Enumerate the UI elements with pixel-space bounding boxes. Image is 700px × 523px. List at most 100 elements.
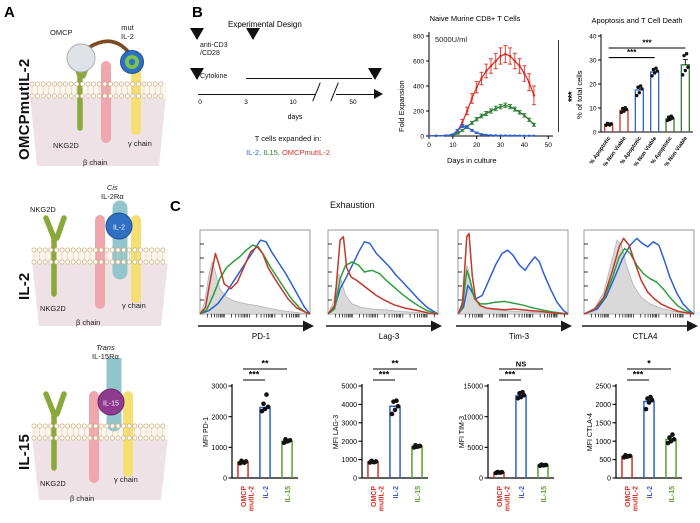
histogram-overlays	[198, 229, 698, 332]
histogram-CTLA4	[582, 229, 698, 332]
svg-text:800: 800	[413, 33, 424, 40]
hist-control	[199, 260, 311, 315]
svg-text:50: 50	[545, 142, 553, 149]
diagram-il15: IL-15 Trans IL-15Rα NKG2D β chain γ chain	[18, 343, 178, 508]
apoptosis-title: Apoptosis and T Cell Death	[591, 16, 683, 25]
bar-1	[619, 106, 629, 132]
timeline-tick-0: 0	[198, 99, 202, 106]
mfi-significance-1: **	[391, 359, 399, 369]
bar-5	[680, 52, 690, 132]
hist-label-tim3: Tim-3	[508, 332, 530, 341]
mfi-xcat-0: OMCP	[625, 486, 632, 507]
bar-0	[604, 121, 614, 132]
axis-break-1	[312, 82, 321, 102]
label-omcp: OMCP	[50, 28, 73, 37]
timeline-tick-50: 50	[349, 99, 357, 106]
mfi-chart-Lag-3: 0 1000 2000 3000 4000 5000 MFI LAG-3 OMCP mutIL-…	[333, 359, 428, 511]
axis-arrowhead	[303, 320, 314, 332]
legend-item-il2: IL-2,	[246, 148, 262, 157]
svg-text:2000: 2000	[341, 439, 357, 446]
legend-title: T cells expanded in:	[254, 134, 322, 143]
bar-3	[650, 66, 660, 132]
mfi-chart-CTLA4: 0 500 1000 1500 2000 2500 MFI CTLA-4 OMCP mutIL-…	[587, 359, 682, 511]
svg-text:20: 20	[473, 142, 481, 149]
mfi-bar-2	[411, 445, 423, 478]
svg-text:15000: 15000	[464, 384, 484, 391]
mfi-ylabel: MFI LAG-3	[333, 415, 340, 449]
fold-significance-bracket	[558, 40, 560, 132]
svg-text:0: 0	[420, 133, 424, 140]
svg-text:200: 200	[413, 108, 424, 115]
svg-text:2000: 2000	[211, 414, 227, 421]
label-nkg2d-top-a2: NKG2D	[30, 205, 56, 214]
mfi-xcat-2: IL-15	[669, 486, 676, 502]
histogram-Tim-3	[456, 229, 572, 332]
label-trans-il15ra: Trans IL-15Rα	[92, 343, 119, 361]
svg-text:5000: 5000	[467, 445, 483, 452]
label-beta-chain-a2: β chain	[76, 318, 101, 327]
svg-text:1000: 1000	[595, 439, 611, 446]
histogram-row: PD-1 Lag-3 Tim-3 CTLA4	[186, 222, 700, 352]
receptor-schematic-il15: IL-15	[31, 344, 168, 500]
svg-text:10000: 10000	[464, 414, 484, 421]
mfi-xcat-0: mutIL-2	[505, 486, 512, 511]
svg-text:20: 20	[589, 81, 597, 88]
svg-text:0: 0	[223, 476, 227, 483]
histogram-PD-1	[198, 229, 314, 332]
fold-expansion-title: Naive Murine CD8+ T Cells	[429, 14, 521, 23]
mfi-xcat-2: IL-15	[285, 486, 292, 502]
hist-control	[582, 239, 695, 315]
mfi-bar-1	[259, 406, 271, 478]
svg-text:IL-15: IL-15	[103, 401, 119, 408]
svg-text:600: 600	[413, 58, 424, 65]
timeline-tick-10: 10	[289, 99, 297, 106]
svg-text:4000: 4000	[341, 402, 357, 409]
mfi-xcat-0: mutIL-2	[249, 486, 256, 511]
chart-apoptosis: Apoptosis and T Cell Death % of total ce…	[575, 14, 700, 189]
mfi-chart-PD-1: 0 1000 2000 3000 MFI PD-1 OMCP mutIL-2 IL-2 IL-1…	[203, 359, 298, 511]
timeline-axis-label: days	[287, 114, 303, 121]
svg-text:40: 40	[521, 142, 529, 149]
receptor-schematic-il2: IL-2	[31, 200, 168, 326]
lipid-bilayer	[31, 247, 166, 265]
receptor-schematic-omcpmutil2	[29, 39, 166, 166]
mfi-xcat-2: IL-15	[541, 486, 548, 502]
svg-text:400: 400	[413, 83, 424, 90]
legend-item-il15: IL15,	[263, 148, 280, 157]
diagram-title-omcpmutil2: OMCPmutIL-2	[16, 58, 33, 160]
histogram-Lag-3	[326, 229, 442, 332]
svg-text:3000: 3000	[211, 384, 227, 391]
label-beta-chain-a1: β chain	[83, 158, 108, 167]
mfi-xcat-0: OMCP	[241, 486, 248, 507]
mfi-significance-1: *	[647, 359, 651, 369]
bar-2	[634, 84, 644, 132]
mfi-bar-1	[389, 405, 401, 478]
svg-text:10: 10	[589, 105, 597, 112]
mfi-bar-2	[281, 440, 293, 478]
mfi-xcat-0: mutIL-2	[633, 486, 640, 511]
axis-arrowhead	[431, 320, 442, 332]
label-beta-chain-a3: β chain	[70, 494, 95, 503]
significance-0: ***	[627, 48, 637, 57]
mfi-ylabel: MFI PD-1	[203, 417, 210, 447]
legend-items: IL-2, IL15, OMCPmutIL-2	[200, 148, 376, 157]
svg-text:500: 500	[599, 457, 611, 464]
legend-item-omcpmutil2: OMCPmutIL-2	[281, 148, 330, 157]
mfi-significance-1: **	[261, 359, 269, 369]
svg-text:3000: 3000	[341, 420, 357, 427]
panel-c-title: Exhaustion	[330, 200, 375, 210]
mfi-bar-1	[515, 395, 527, 478]
mfi-significance-0: ***	[633, 370, 644, 380]
svg-text:1500: 1500	[595, 420, 611, 427]
svg-text:1000: 1000	[211, 445, 227, 452]
svg-text:0: 0	[427, 142, 431, 149]
svg-text:40: 40	[589, 33, 597, 40]
label-gamma-chain-a2: γ chain	[122, 301, 146, 310]
svg-text:2500: 2500	[595, 384, 611, 391]
experimental-design: Experimental Design anti-CD3/CD28 Cytoki…	[188, 14, 388, 164]
label-nkg2d-a2: NKG2D	[40, 304, 66, 313]
axis-break-2	[330, 82, 339, 102]
label-nkg2d-a1: NKG2D	[53, 141, 79, 150]
mfi-xcat-0: OMCP	[371, 486, 378, 507]
